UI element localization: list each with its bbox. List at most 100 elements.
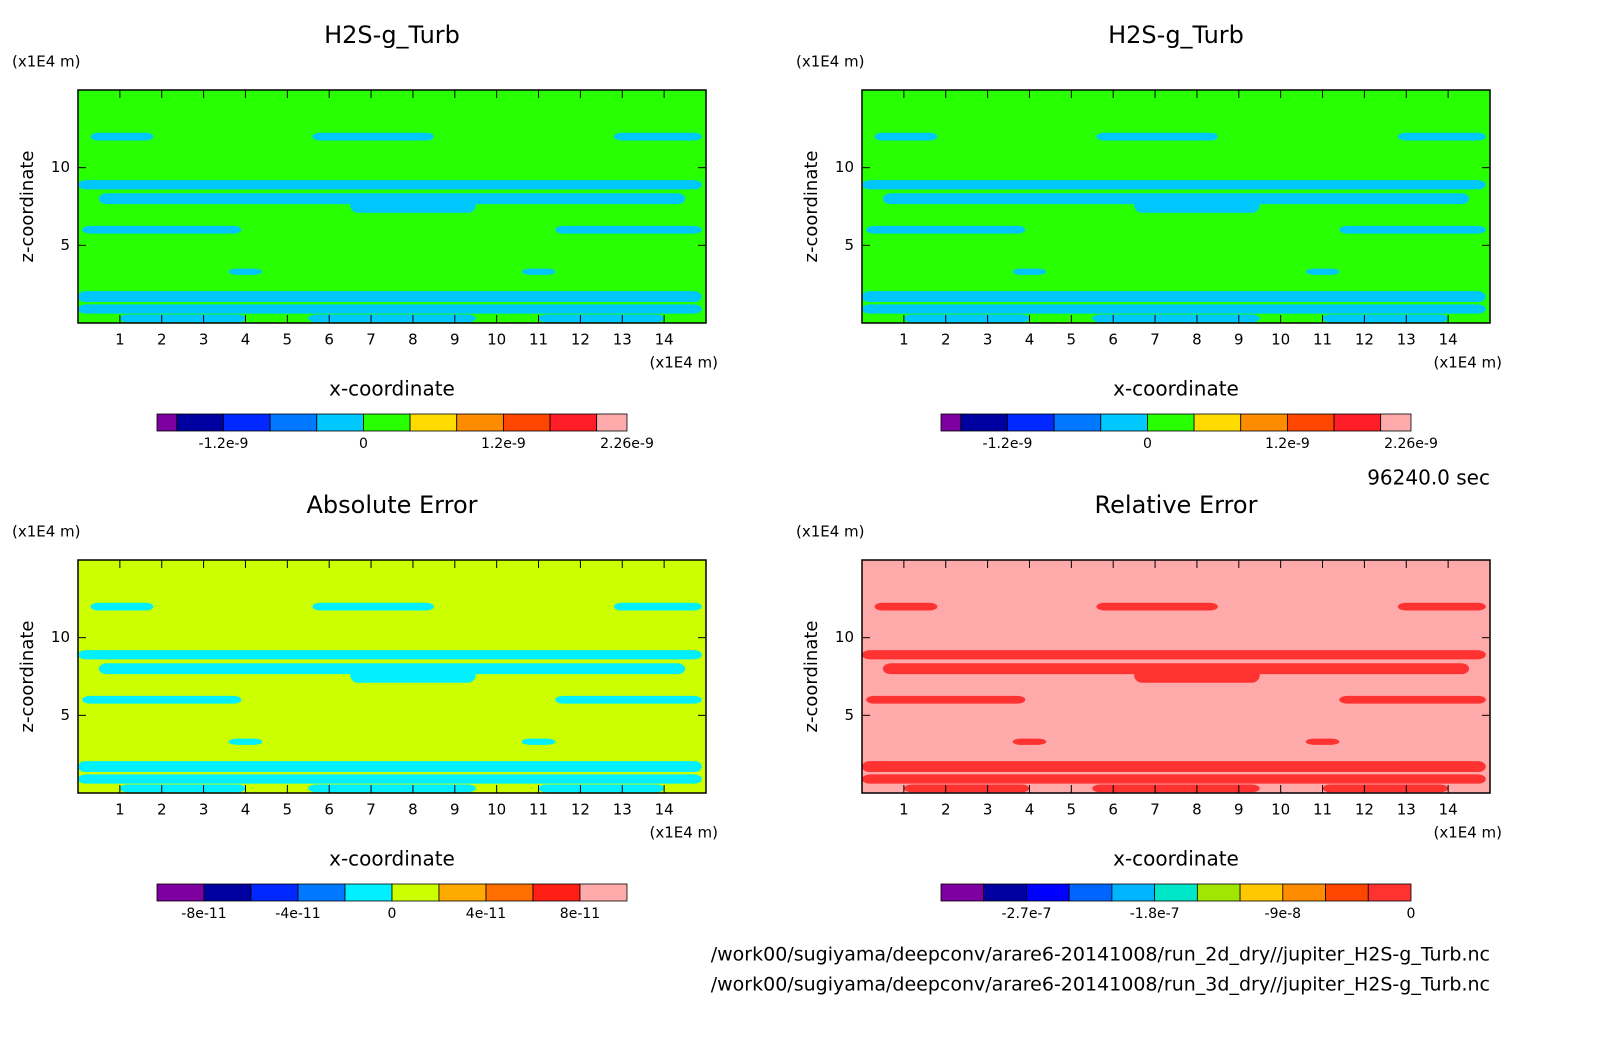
colorbar-box (344, 883, 393, 902)
contour-band (1339, 695, 1486, 704)
colorbar-box (1240, 413, 1288, 432)
x-unit: (x1E4 m) (649, 354, 718, 372)
x-tick-label: 5 (1067, 801, 1077, 819)
x-tick-label: 1 (899, 331, 909, 349)
colorbar-box (596, 413, 628, 432)
colorbar-box (316, 413, 364, 432)
contour-band (228, 268, 263, 275)
file-path: /work00/sugiyama/deepconv/arare6-2014100… (711, 944, 1490, 966)
colorbar-box (485, 883, 534, 902)
colorbar-box (269, 413, 318, 432)
contour-band (903, 784, 1030, 793)
contour-band (862, 650, 1486, 660)
contour-band (350, 197, 476, 213)
contour-band (874, 602, 938, 611)
colorbar-box (438, 883, 487, 902)
contour-band (82, 695, 242, 704)
colorbar-tick-label: -8e-11 (181, 906, 226, 922)
chart-title: Relative Error (1095, 491, 1258, 519)
x-tick-label: 9 (450, 331, 460, 349)
plot-frame (77, 89, 707, 324)
x-unit: (x1E4 m) (1433, 354, 1502, 372)
x-tick-label: 14 (655, 331, 674, 349)
contour-band (308, 314, 476, 323)
x-axis-label: x-coordinate (1113, 847, 1239, 871)
contour-band (862, 291, 1486, 303)
x-tick-label: 9 (1234, 331, 1244, 349)
contour-features (78, 602, 702, 793)
x-tick-label: 6 (1108, 801, 1118, 819)
colorbar-tick-label: -1.2e-9 (983, 436, 1033, 452)
x-tick-label: 13 (613, 801, 632, 819)
y-tick-label: 5 (844, 236, 854, 254)
x-tick-label: 3 (199, 331, 209, 349)
contour-band (90, 602, 154, 611)
colorbar-box (1193, 413, 1242, 432)
colorbar-box (1147, 413, 1195, 432)
y-unit: (x1E4 m) (12, 53, 81, 71)
colorbar-tick-label: 0 (359, 436, 368, 452)
x-tick-label: 8 (1192, 331, 1202, 349)
colorbar-box (1007, 413, 1055, 432)
x-tick-label: 4 (1025, 801, 1035, 819)
x-tick-label: 8 (408, 801, 418, 819)
x-tick-label: 12 (1355, 331, 1374, 349)
colorbar-box (579, 883, 628, 902)
contour-band (862, 774, 1486, 784)
x-tick-label: 7 (1150, 801, 1160, 819)
contour-band (1339, 225, 1486, 234)
colorbar-box (532, 883, 581, 902)
y-axis-label: z-coordinate (801, 151, 822, 263)
x-tick-label: 14 (655, 801, 674, 819)
x-tick-label: 11 (1313, 331, 1332, 349)
contour-band (1322, 784, 1449, 793)
chart-title: Absolute Error (306, 491, 477, 519)
contour-band (613, 602, 702, 611)
contour-band (1397, 132, 1486, 141)
colorbar-tick-label: 8e-11 (560, 906, 600, 922)
x-tick-label: 5 (283, 801, 293, 819)
contour-band (1092, 784, 1260, 793)
y-axis-label: z-coordinate (801, 621, 822, 733)
contour-band (1134, 667, 1260, 683)
colorbar-box (1100, 413, 1148, 432)
x-tick-label: 12 (1355, 801, 1374, 819)
colorbar-box (363, 413, 411, 432)
colorbar-box (1286, 413, 1335, 432)
contour-band (1322, 314, 1449, 323)
colorbar-tick-label: 0 (1407, 906, 1416, 922)
contour-band (862, 304, 1486, 314)
contour-band (613, 132, 702, 141)
x-axis-label: x-coordinate (1113, 377, 1239, 401)
colorbar-box (297, 883, 346, 902)
colorbar-box (1068, 883, 1113, 902)
contour-band (521, 268, 556, 275)
contour-band (1134, 197, 1260, 213)
file-path: /work00/sugiyama/deepconv/arare6-2014100… (711, 974, 1490, 996)
x-tick-label: 8 (1192, 801, 1202, 819)
colorbar-box (1282, 883, 1326, 902)
x-tick-label: 14 (1439, 801, 1458, 819)
colorbar-box (940, 413, 962, 432)
colorbar-box (960, 413, 1008, 432)
contour-band (1012, 268, 1047, 275)
colorbar-box (250, 883, 299, 902)
contour-band (1397, 602, 1486, 611)
contour-band (1096, 602, 1218, 611)
colorbar-box (156, 413, 178, 432)
contour-band (312, 132, 434, 141)
colorbar-tick-label: 0 (388, 906, 397, 922)
colorbar-tick-label: 1.2e-9 (1265, 436, 1310, 452)
contour-band (866, 695, 1026, 704)
x-tick-label: 4 (241, 801, 251, 819)
time-label: 96240.0 sec (1367, 466, 1490, 490)
plot-frame (861, 559, 1491, 794)
colorbar-tick-label: 0 (1143, 436, 1152, 452)
colorbar-box (1154, 883, 1198, 902)
contour-band (119, 784, 246, 793)
colorbar-box (1380, 413, 1412, 432)
contour-band (1092, 314, 1260, 323)
colorbar-box (1111, 883, 1156, 902)
colorbar-box (1196, 883, 1241, 902)
colorbar-box (1325, 883, 1369, 902)
